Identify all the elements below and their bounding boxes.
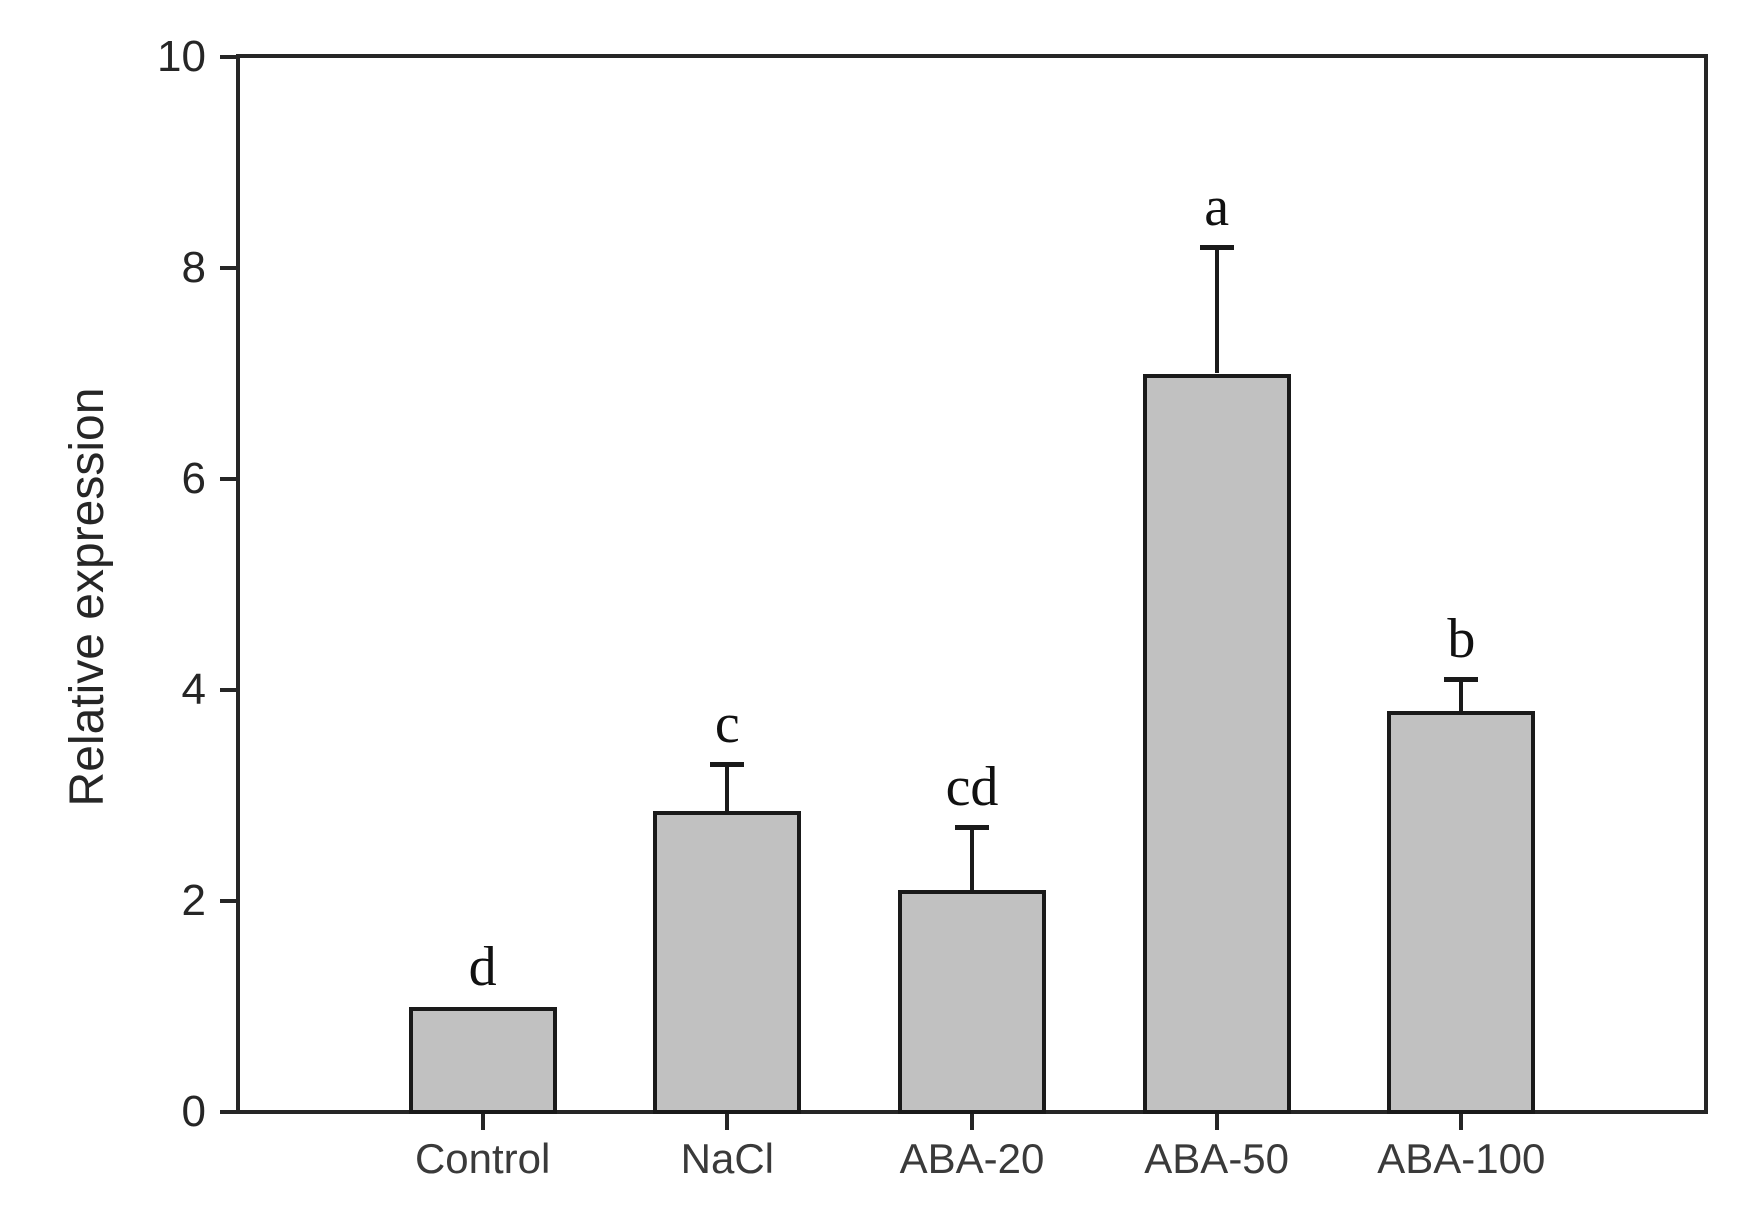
x-axis-tick <box>480 1114 485 1130</box>
x-axis-category-label: NaCl <box>680 1135 774 1182</box>
y-axis-tick-label: 6 <box>181 454 206 503</box>
bar-aba-100 <box>1387 711 1536 1114</box>
x-axis-category-label: ABA-50 <box>1144 1135 1290 1182</box>
bar-aba-50 <box>1142 373 1291 1114</box>
y-axis-tick <box>220 899 238 903</box>
x-axis-category-label: ABA-100 <box>1377 1135 1546 1182</box>
y-axis-tick <box>220 1110 238 1114</box>
x-axis-tick <box>725 1114 730 1130</box>
x-axis-tick <box>970 1114 974 1130</box>
error-bar-cap <box>1444 677 1479 683</box>
x-axis-tick <box>1459 1114 1464 1130</box>
error-bar-stem <box>725 763 730 812</box>
y-axis-tick-label: 10 <box>157 32 206 81</box>
y-axis-label: Relative expression <box>61 387 114 807</box>
bar-nacl <box>653 811 802 1114</box>
x-axis-tick <box>1214 1114 1219 1130</box>
error-bar-stem <box>1214 246 1219 374</box>
y-axis-tick <box>220 688 238 692</box>
significance-letter: d <box>468 935 497 998</box>
error-bar-cap <box>1199 244 1234 250</box>
y-axis-tick-label: 2 <box>181 876 206 925</box>
significance-letter: c <box>714 692 740 755</box>
significance-letter: cd <box>945 756 999 819</box>
error-bar-cap <box>955 825 989 831</box>
x-axis-category-label: Control <box>414 1135 551 1182</box>
bar-control <box>408 1006 557 1114</box>
significance-letter: b <box>1447 608 1476 671</box>
x-axis-category-label: ABA-20 <box>899 1135 1045 1182</box>
y-axis-tick <box>220 266 238 270</box>
bar-aba-20 <box>898 890 1046 1114</box>
error-bar-stem <box>1459 679 1464 712</box>
y-axis-tick <box>220 55 238 59</box>
error-bar-cap <box>710 761 745 767</box>
y-axis-tick-label: 0 <box>181 1087 206 1136</box>
significance-letter: a <box>1204 175 1230 238</box>
y-axis-tick-label: 8 <box>181 243 206 292</box>
error-bar-stem <box>970 827 974 891</box>
y-axis-tick <box>220 477 238 481</box>
y-axis-tick-label: 4 <box>181 665 206 714</box>
